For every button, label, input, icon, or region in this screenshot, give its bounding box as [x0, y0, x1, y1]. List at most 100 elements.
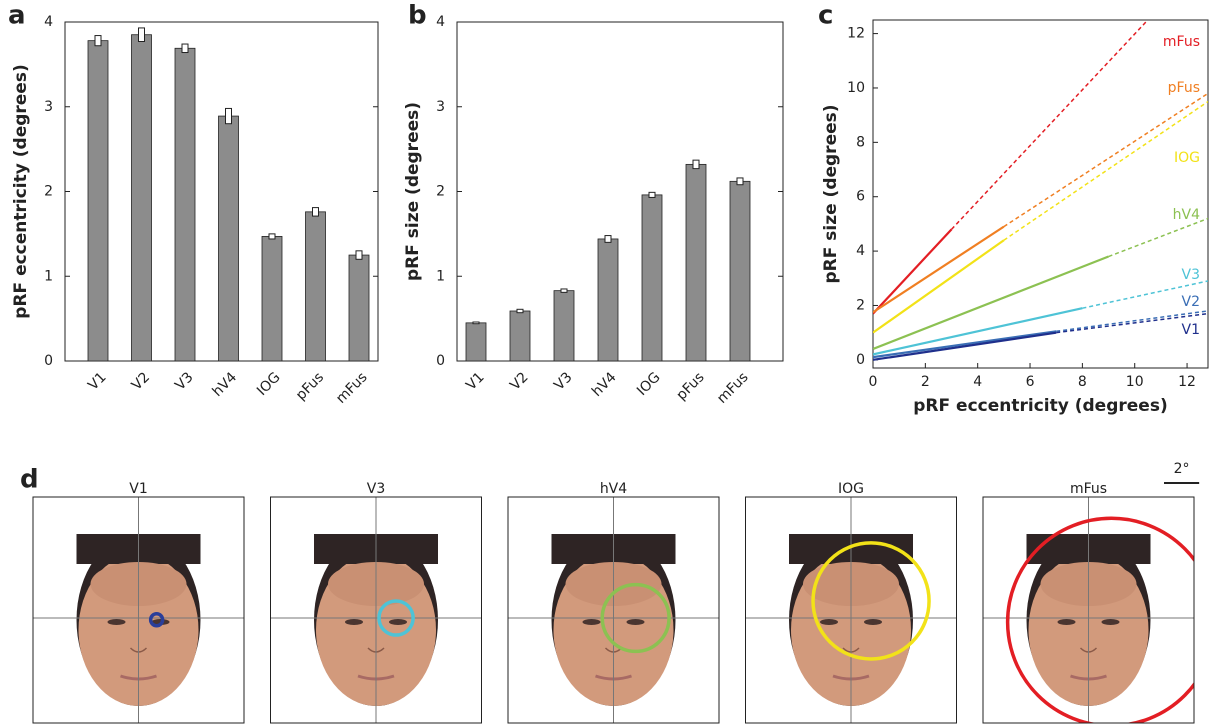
bar	[305, 211, 326, 362]
y-axis-label: pRF size (degrees)	[821, 104, 841, 283]
bar	[729, 180, 751, 362]
x-tick-label: 10	[1126, 374, 1144, 390]
prf-circle	[811, 541, 931, 661]
error-bar	[138, 27, 145, 42]
x-tick-label: 0	[869, 374, 878, 390]
x-tick-label: mFus	[714, 369, 752, 407]
prf-circle	[148, 612, 165, 628]
fit-line	[873, 255, 1109, 350]
x-tick-label: 12	[1178, 374, 1196, 390]
face-eye	[626, 619, 645, 625]
y-tick-label: 10	[847, 80, 865, 96]
panel-label: a	[8, 1, 26, 31]
fit-line	[873, 228, 953, 315]
series-label: V2	[1182, 294, 1200, 310]
y-tick-label: 1	[436, 268, 445, 284]
panel-label: b	[408, 1, 427, 31]
error-bar	[604, 235, 612, 243]
bar	[261, 236, 283, 362]
y-tick-label: 2	[44, 184, 53, 200]
y-axis-label: pRF eccentricity (degrees)	[11, 64, 31, 318]
face-eye	[864, 619, 882, 625]
frame	[872, 19, 1209, 369]
error-bar	[94, 35, 102, 47]
panel-frame	[745, 496, 957, 724]
panel-frame	[270, 496, 482, 724]
x-tick-label: V1	[463, 369, 487, 393]
panel-title: hV4	[600, 481, 627, 497]
panel-title: V3	[367, 481, 385, 497]
x-tick-label: V3	[551, 369, 575, 393]
prf-circle	[1005, 516, 1194, 723]
y-tick-label: 4	[856, 243, 865, 259]
scale-bar-label: 2°	[1174, 461, 1190, 477]
x-tick-label: V1	[85, 369, 109, 393]
prf-circle	[600, 582, 671, 654]
face-eye	[1101, 619, 1120, 625]
error-bar	[268, 233, 276, 240]
y-axis-label: pRF size (degrees)	[403, 102, 423, 281]
panel-title: V1	[129, 481, 147, 497]
fit-line-extrapolated	[1003, 92, 1208, 228]
face-panel	[270, 497, 482, 723]
x-tick-label: IOG	[634, 369, 664, 399]
y-tick-label: 3	[436, 99, 445, 115]
x-tick-label: IOG	[254, 369, 284, 399]
panel-frame	[32, 496, 245, 724]
error-bar	[560, 288, 568, 293]
panel-label: d	[20, 465, 39, 495]
face-eye	[582, 619, 601, 625]
x-tick-label: mFus	[333, 369, 371, 407]
fit-line-extrapolated	[1108, 217, 1208, 258]
fit-line	[873, 225, 1005, 314]
x-tick-label: hV4	[589, 369, 620, 400]
error-bar	[692, 159, 700, 170]
face-panel	[508, 497, 719, 723]
x-tick-label: 6	[1026, 374, 1035, 390]
series-label: hV4	[1173, 207, 1200, 223]
fit-line-extrapolated	[1056, 310, 1208, 333]
series-label: IOG	[1174, 150, 1200, 166]
x-axis-label: pRF eccentricity (degrees)	[913, 396, 1167, 416]
x-tick-label: V2	[507, 369, 531, 393]
bar	[131, 34, 152, 362]
bar	[87, 40, 109, 362]
x-tick-label: V3	[172, 369, 196, 393]
prf-circle	[377, 599, 415, 637]
error-bar	[225, 107, 232, 125]
bar	[174, 47, 196, 362]
face-panel	[745, 497, 957, 723]
y-tick-label: 6	[856, 189, 865, 205]
fit-line	[873, 239, 1005, 334]
x-tick-label: pFus	[673, 369, 707, 403]
y-tick-label: 0	[436, 353, 445, 369]
panel-title: mFus	[1070, 481, 1107, 497]
x-tick-label: 4	[973, 374, 982, 390]
bar	[509, 310, 531, 362]
bar	[641, 194, 663, 362]
bar	[597, 238, 619, 362]
y-tick-label: 1	[44, 268, 53, 284]
x-tick-label: 2	[921, 374, 930, 390]
bar	[685, 163, 707, 362]
face-panel	[33, 497, 244, 723]
series-label: V1	[1182, 322, 1200, 338]
y-tick-label: 12	[847, 26, 865, 42]
x-tick-label: 8	[1078, 374, 1087, 390]
x-tick-label: hV4	[209, 369, 240, 400]
series-label: mFus	[1163, 34, 1200, 50]
error-bar	[516, 308, 524, 314]
panel-frame	[982, 496, 1195, 724]
fit-line-extrapolated	[1003, 100, 1208, 241]
error-bar	[736, 177, 744, 186]
x-tick-label: V2	[129, 369, 153, 393]
error-bar	[181, 43, 189, 54]
series-label: V3	[1182, 267, 1200, 283]
fit-line	[873, 330, 1057, 359]
series-label: pFus	[1168, 80, 1200, 96]
panel-label: c	[818, 1, 833, 31]
fit-line	[873, 307, 1083, 356]
bar	[218, 115, 239, 362]
error-bar	[355, 250, 363, 260]
